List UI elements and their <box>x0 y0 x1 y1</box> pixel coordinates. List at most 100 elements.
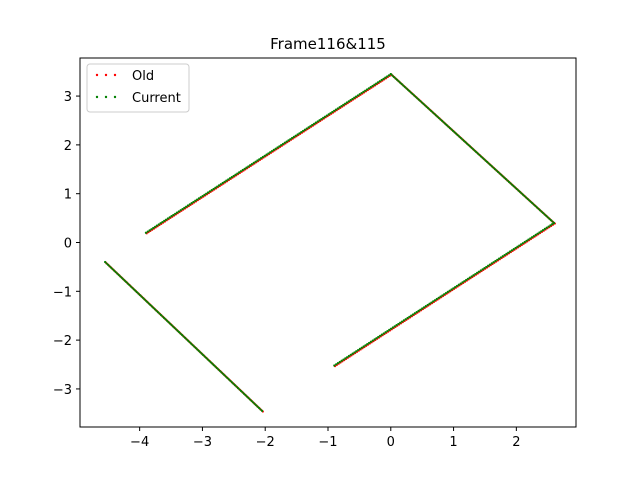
point-current <box>278 145 281 148</box>
point-current <box>424 305 427 308</box>
point-current <box>455 284 459 288</box>
point-current <box>496 258 499 261</box>
point-current <box>431 111 434 114</box>
point-current <box>229 379 232 382</box>
point-current <box>358 347 362 350</box>
point-current <box>269 151 272 154</box>
point-current <box>168 322 172 325</box>
point-current <box>320 117 323 121</box>
point-current <box>123 279 126 282</box>
point-current <box>250 399 253 402</box>
point-current <box>384 76 387 79</box>
point-current <box>507 180 511 183</box>
point-current <box>417 98 420 101</box>
point-current <box>179 332 182 335</box>
point-current <box>397 322 400 326</box>
point-current <box>453 131 456 134</box>
point-current <box>367 87 370 90</box>
point-current <box>493 168 497 171</box>
point-current <box>473 149 476 152</box>
point-current <box>542 211 545 215</box>
point-current <box>158 312 161 315</box>
point-current <box>170 323 173 327</box>
point-current <box>503 253 506 257</box>
point-current <box>291 136 294 140</box>
point-current <box>540 230 543 233</box>
point-current <box>314 121 317 124</box>
point-current <box>369 340 372 343</box>
point-current <box>536 232 539 235</box>
legend-label-old: Old <box>132 69 154 84</box>
point-current <box>322 116 325 120</box>
point-current <box>167 321 170 324</box>
point-current <box>259 408 262 411</box>
point-current <box>482 158 486 161</box>
point-current <box>239 389 243 392</box>
point-current <box>441 294 444 297</box>
point-current <box>108 265 111 268</box>
point-current <box>435 297 438 301</box>
point-current <box>135 290 138 294</box>
point-current <box>217 368 220 371</box>
point-current <box>521 193 525 196</box>
point-current <box>534 233 537 236</box>
point-current <box>410 314 413 317</box>
legend-box <box>86 63 190 113</box>
point-current <box>521 242 524 245</box>
point-current <box>244 394 247 397</box>
point-current <box>331 110 334 114</box>
point-current <box>517 189 520 192</box>
point-current <box>205 192 208 195</box>
point-current <box>490 165 493 168</box>
point-current <box>470 275 473 278</box>
point-current <box>528 199 531 202</box>
point-current <box>140 295 143 298</box>
point-current <box>243 167 246 170</box>
point-current <box>254 404 258 407</box>
point-current <box>405 87 408 90</box>
point-current <box>181 207 184 211</box>
y-tick-label: −1 <box>53 285 72 300</box>
point-current <box>218 369 221 372</box>
point-current <box>208 190 211 193</box>
point-current <box>110 266 113 269</box>
points-layer <box>104 73 556 413</box>
legend-marker-old <box>95 73 117 77</box>
point-current <box>171 325 175 328</box>
point-current <box>519 243 523 246</box>
point-current <box>335 363 338 366</box>
point-current <box>327 113 330 116</box>
point-current <box>144 299 147 302</box>
point-current <box>248 398 252 401</box>
point-current <box>152 226 155 230</box>
point-current <box>256 159 259 162</box>
point-current <box>423 104 427 107</box>
point-current <box>476 152 479 155</box>
point-current <box>510 249 514 252</box>
point-current <box>356 348 360 352</box>
point-current <box>466 277 470 280</box>
point-current <box>200 352 203 355</box>
point-current <box>223 180 226 183</box>
point-current <box>388 328 391 331</box>
point-current <box>495 169 498 172</box>
point-current <box>531 202 534 205</box>
point-current <box>415 310 418 314</box>
point-current <box>116 272 119 275</box>
point-current <box>239 170 243 173</box>
point-current <box>174 212 177 215</box>
point-current <box>161 315 164 318</box>
point-current <box>199 351 202 354</box>
point-current <box>173 326 176 329</box>
point-current <box>397 80 400 83</box>
point-current <box>414 95 417 98</box>
point-current <box>251 401 255 404</box>
legend-marker-dot <box>113 95 117 99</box>
point-current <box>535 206 539 209</box>
point-current <box>338 106 341 109</box>
point-current <box>406 316 409 320</box>
point-current <box>197 349 200 352</box>
point-current <box>143 298 146 301</box>
point-current <box>333 364 336 367</box>
point-current <box>400 82 403 86</box>
